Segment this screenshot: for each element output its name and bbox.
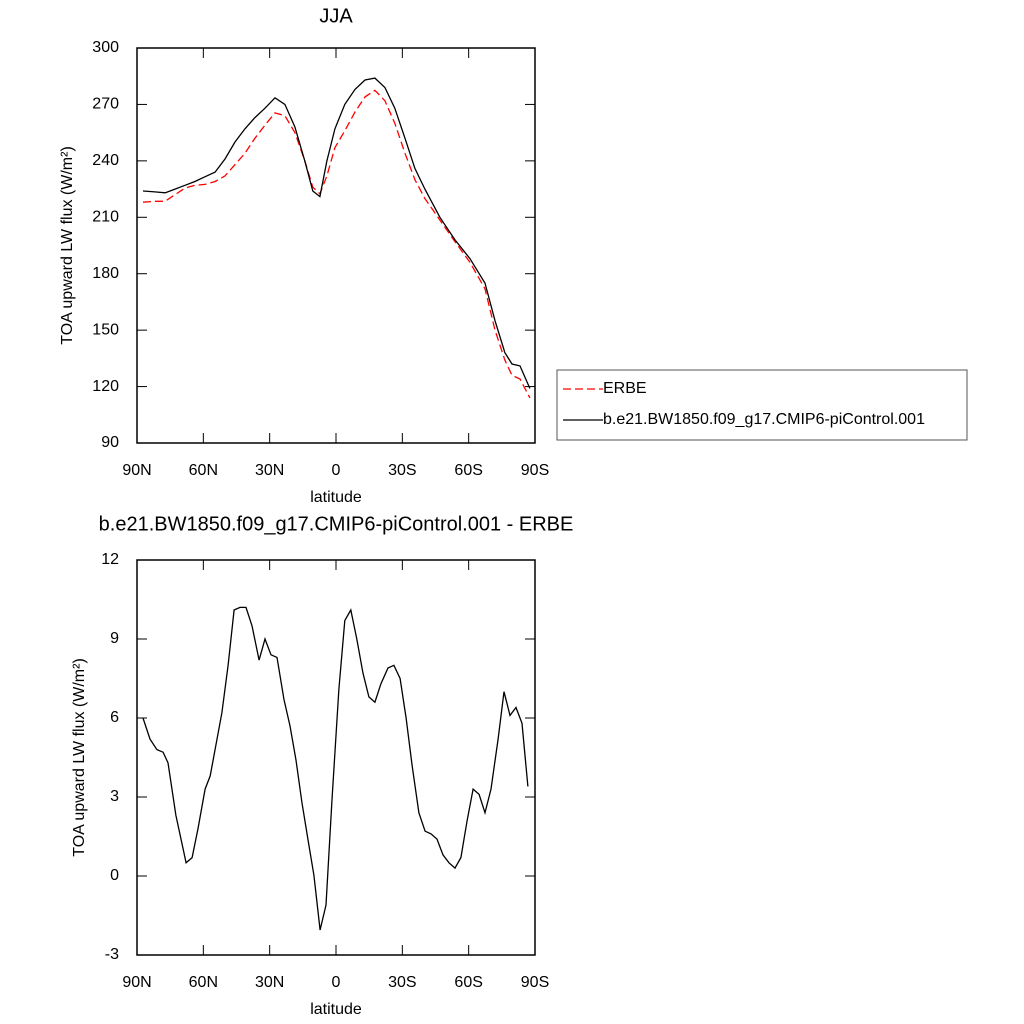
x-tick-label: 60S <box>454 462 482 479</box>
y-tick-label: 240 <box>92 152 119 169</box>
legend-box <box>556 369 968 441</box>
x-tick-label: 60N <box>189 974 218 991</box>
data-line <box>142 89 531 399</box>
plot-frame <box>136 559 536 956</box>
x-tick-label: 30S <box>388 974 416 991</box>
y-tick-label: 0 <box>110 867 119 884</box>
y-tick-label: 6 <box>110 709 119 726</box>
x-tick-label: 90S <box>521 974 549 991</box>
legend-label: ERBE <box>603 380 647 397</box>
chart-title: b.e21.BW1850.f09_g17.CMIP6-piControl.001… <box>99 513 574 535</box>
y-tick-label: -3 <box>105 946 119 963</box>
y-tick-label: 9 <box>110 630 119 647</box>
x-axis-label: latitude <box>310 489 362 506</box>
x-tick-label: 30N <box>255 462 284 479</box>
x-tick-label: 0 <box>332 974 341 991</box>
x-tick-label: 90S <box>521 462 549 479</box>
y-tick-label: 3 <box>110 788 119 805</box>
x-axis-label: latitude <box>310 1001 362 1018</box>
x-tick-label: 90N <box>122 974 151 991</box>
x-tick-label: 30N <box>255 974 284 991</box>
y-tick-label: 12 <box>101 551 119 568</box>
y-tick-label: 90 <box>101 434 119 451</box>
x-tick-label: 90N <box>122 462 151 479</box>
x-tick-label: 30S <box>388 462 416 479</box>
y-tick-label: 180 <box>92 265 119 282</box>
x-tick-label: 60N <box>189 462 218 479</box>
y-axis-label: TOA upward LW flux (W/m²) <box>59 146 76 345</box>
legend-label: b.e21.BW1850.f09_g17.CMIP6-piControl.001 <box>603 411 925 428</box>
y-tick-label: 120 <box>92 378 119 395</box>
y-tick-label: 210 <box>92 209 119 226</box>
chart-title: JJA <box>319 5 353 27</box>
x-tick-label: 0 <box>332 462 341 479</box>
data-line <box>142 606 529 931</box>
y-tick-label: 150 <box>92 321 119 338</box>
data-line <box>142 77 531 389</box>
x-tick-label: 60S <box>454 974 482 991</box>
y-tick-label: 300 <box>92 39 119 56</box>
y-axis-label: TOA upward LW flux (W/m²) <box>71 658 88 857</box>
plot-frame <box>136 47 536 444</box>
y-tick-label: 270 <box>92 96 119 113</box>
